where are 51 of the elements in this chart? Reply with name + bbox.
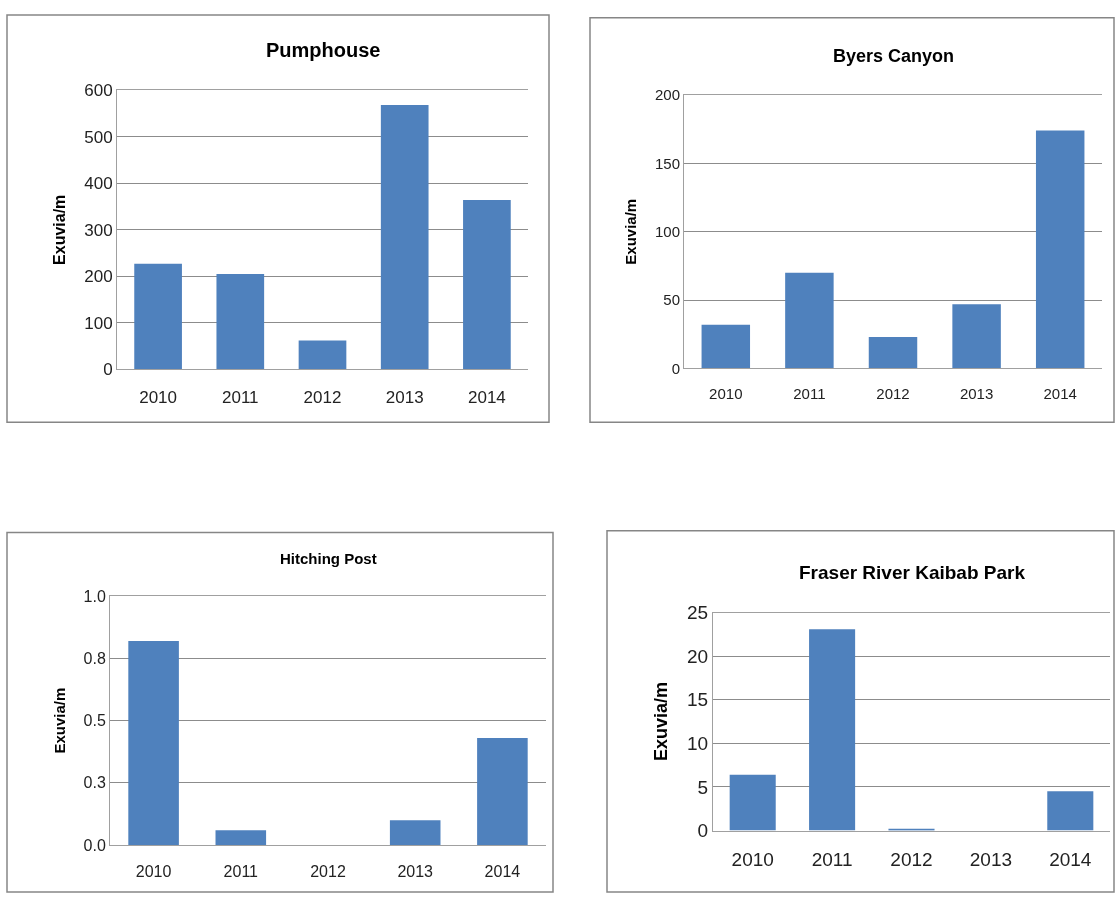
chart-title: Fraser River Kaibab Park: [799, 562, 1026, 583]
x-tick-label: 2011: [811, 849, 853, 871]
y-tick-label: 400: [84, 174, 113, 194]
y-tick-label: 0.5: [83, 712, 106, 730]
y-tick-label: 1.0: [83, 587, 106, 605]
x-tick-label: 2012: [310, 863, 346, 881]
y-tick-label: 150: [654, 154, 680, 172]
y-tick-label: 0: [103, 360, 113, 380]
x-tick-label: 2011: [223, 863, 259, 881]
y-tick-label: 200: [654, 86, 680, 104]
y-axis-title: Exuvia/m: [51, 194, 69, 265]
x-tick-label: 2013: [969, 849, 1013, 871]
x-tick-label: 2010: [709, 385, 743, 403]
x-tick-label: 2011: [222, 387, 259, 407]
y-tick-label: 25: [687, 602, 709, 624]
x-tick-label: 2014: [467, 387, 506, 407]
x-tick-label: 2012: [876, 385, 910, 403]
x-tick-label: 2011: [793, 385, 826, 403]
x-tick-label: 2014: [1043, 385, 1077, 403]
y-tick-label: 0: [671, 359, 680, 377]
y-tick-label: 15: [687, 689, 709, 711]
x-tick-label: 2013: [959, 385, 994, 403]
x-tick-label: 2014: [1049, 849, 1092, 871]
x-tick-label: 2010: [731, 849, 774, 871]
y-tick-label: 100: [84, 313, 113, 333]
y-tick-label: 600: [84, 81, 113, 101]
chart-title: Hitching Post: [280, 550, 377, 567]
y-tick-label: 300: [84, 220, 113, 240]
x-tick-label: 2013: [385, 387, 424, 407]
y-tick-label: 200: [84, 267, 113, 287]
y-axis-title: Exuvia/m: [651, 682, 672, 762]
x-tick-label: 2014: [484, 863, 521, 881]
y-tick-label: 0.8: [83, 649, 106, 667]
x-tick-label: 2013: [397, 863, 434, 881]
y-tick-label: 50: [663, 291, 680, 309]
y-tick-label: 500: [84, 127, 113, 147]
y-tick-label: 0.3: [83, 774, 106, 792]
y-tick-label: 20: [687, 645, 709, 667]
y-tick-label: 100: [654, 222, 680, 240]
y-tick-label: 0.0: [83, 836, 106, 854]
y-tick-label: 5: [697, 776, 709, 798]
x-tick-label: 2010: [139, 387, 178, 407]
x-tick-label: 2012: [890, 849, 933, 871]
chart-title: Pumphouse: [266, 39, 381, 61]
x-tick-label: 2010: [135, 863, 172, 881]
chart-title: Byers Canyon: [833, 46, 955, 66]
y-tick-label: 0: [697, 820, 709, 842]
y-axis-title: Exuvia/m: [622, 198, 640, 265]
x-tick-label: 2012: [303, 387, 342, 407]
y-axis-title: Exuvia/m: [50, 687, 68, 754]
y-tick-label: 10: [687, 733, 709, 755]
